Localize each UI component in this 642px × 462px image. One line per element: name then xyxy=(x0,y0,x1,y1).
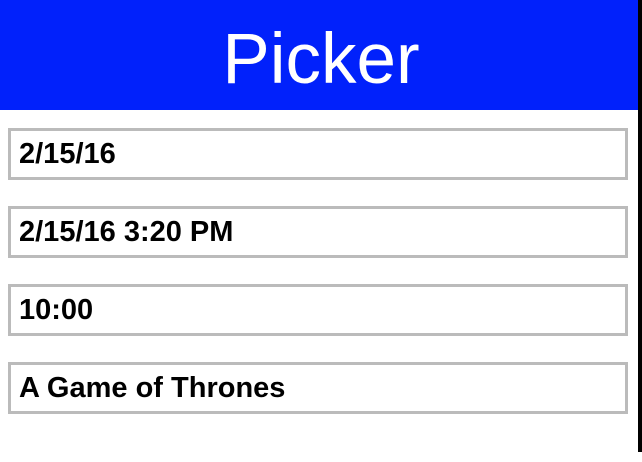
date-picker-field[interactable]: 2/15/16 xyxy=(8,128,628,180)
datetime-picker-field[interactable]: 2/15/16 3:20 PM xyxy=(8,206,628,258)
page-title: Picker xyxy=(222,19,420,99)
picker-fields: 2/15/16 2/15/16 3:20 PM 10:00 A Game of … xyxy=(0,128,642,414)
screen-right-edge xyxy=(638,0,642,452)
item-picker-field[interactable]: A Game of Thrones xyxy=(8,362,628,414)
title-bar: Picker xyxy=(0,0,642,110)
time-picker-field[interactable]: 10:00 xyxy=(8,284,628,336)
